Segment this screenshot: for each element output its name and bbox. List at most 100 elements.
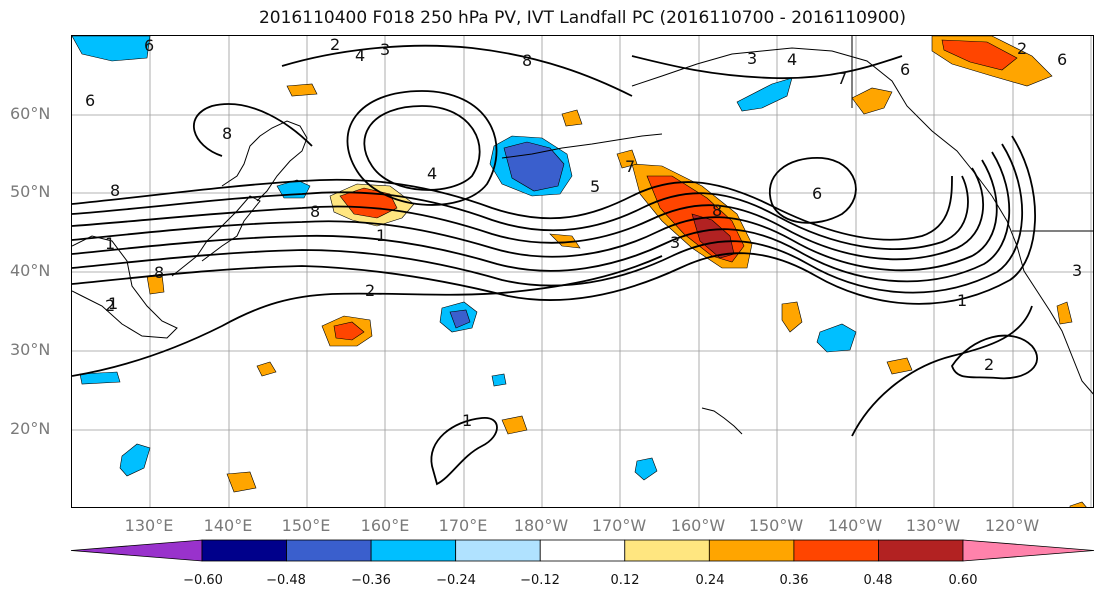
pv-contour [281,44,633,97]
colorbar-tick: 0.48 [863,573,893,588]
contour-label: 4 [427,164,437,183]
shade-blob [886,357,913,375]
shade-blob [333,321,365,341]
shade-blob [941,39,1018,71]
shade-blob [1069,501,1087,507]
colorbar-tick: 0.24 [695,573,725,588]
lat-label-60n: 60°N [10,104,51,123]
lon-label-170e: 170°E [438,516,488,535]
shade-blob [781,301,803,333]
lon-label-170w: 170°W [591,516,647,535]
contour-label: 6 [812,184,822,203]
pv-contour [193,103,313,157]
contour-label: 8 [310,202,320,221]
shade-blob [501,415,528,435]
shade-blob [616,149,638,169]
shade-blob [72,36,151,62]
contour-label: 6 [85,91,95,110]
shade-blob [561,109,583,127]
coastline-north-america [991,195,1093,395]
pv-contour [72,151,1011,283]
pv-contour [72,175,953,241]
pv-contour [72,167,984,261]
shade-blob [256,361,277,377]
colorbar-tick: −0.24 [436,573,476,588]
shade-blob [491,373,507,387]
pv-contours [72,44,1038,486]
lon-label-150w: 150°W [748,516,804,535]
colorbar-tick: −0.48 [266,573,306,588]
contour-label: 8 [522,51,532,70]
shade-blob [634,457,658,481]
contour-label: 5 [590,177,600,196]
shade-blob [736,77,793,112]
pv-contour [72,175,969,250]
pv-contour [851,305,1033,437]
shade-blob [339,187,398,219]
colorbar-segment [708,539,795,562]
pv-contour [430,417,498,486]
lon-label-140w: 140°W [827,516,883,535]
colorbar-segment [201,539,287,562]
coastline-east-asia [72,235,178,339]
lat-label-30n: 30°N [10,340,51,359]
lon-label-130e: 130°E [124,516,174,535]
shade-blob [851,87,893,115]
contour-label: 2 [105,296,115,315]
contour-label: 1 [957,291,967,310]
contour-label: 3 [747,49,757,68]
figure-title: 2016110400 F018 250 hPa PV, IVT Landfall… [258,8,906,28]
shade-blob [503,141,565,192]
contour-label: 3 [380,40,390,59]
shade-blob [449,309,471,329]
contour-label: 8 [110,181,120,200]
pv-contour [72,255,663,377]
pv-contour [72,135,1036,305]
colorbar-segments [70,539,1095,562]
contour-label: 1 [108,294,118,313]
contour-label: 8 [222,124,232,143]
lon-label-140e: 140°E [203,516,253,535]
coastline-alaska [631,47,993,197]
contour-label: 6 [1057,50,1067,69]
contour-label: 3 [670,233,680,252]
pv-contour [346,90,498,206]
colorbar-tick: −0.36 [351,573,391,588]
coastline-aleutians [501,133,663,159]
lat-label-40n: 40°N [10,261,51,280]
shade-blob [286,83,318,97]
lon-label-180w: 180°W [513,516,569,535]
contour-label: 8 [154,263,164,282]
coastline-hawaii [701,407,743,435]
colorbar-segment [793,539,879,562]
contour-label: 1 [462,411,472,430]
lat-label-50n: 50°N [10,182,51,201]
shade-blob [119,443,151,477]
shading-negative [72,36,857,481]
colorbar-segment [878,539,964,562]
coastlines [72,36,1093,435]
contour-label: 7 [625,157,635,176]
lon-label-150e: 150°E [281,516,331,535]
contour-label: 6 [900,60,910,79]
shade-blob [816,323,857,353]
colorbar-segment [539,539,626,562]
contour-label: 4 [787,50,797,69]
colorbar-segment [370,539,457,562]
contour-label: 8 [712,201,722,220]
shade-blob [226,471,257,493]
lon-label-160e: 160°E [360,516,410,535]
pv-contour [951,334,1038,380]
pv-contour [631,55,903,80]
coastline-japan [171,195,261,277]
contour-label: 3 [1072,261,1082,280]
contour-label: 6 [144,36,154,55]
colorbar-tick: −0.60 [183,573,223,588]
lon-label-120w: 120°W [984,516,1040,535]
contour-label: 4 [355,46,365,65]
contour-labels: 2 4 3 6 8 8 6 3 4 7 6 2 6 8 8 4 5 7 8 1 … [85,36,1082,430]
shade-blob [79,371,121,385]
pv-contour [72,159,998,272]
contour-label: 2 [1017,39,1027,58]
contour-label: 1 [376,226,386,245]
